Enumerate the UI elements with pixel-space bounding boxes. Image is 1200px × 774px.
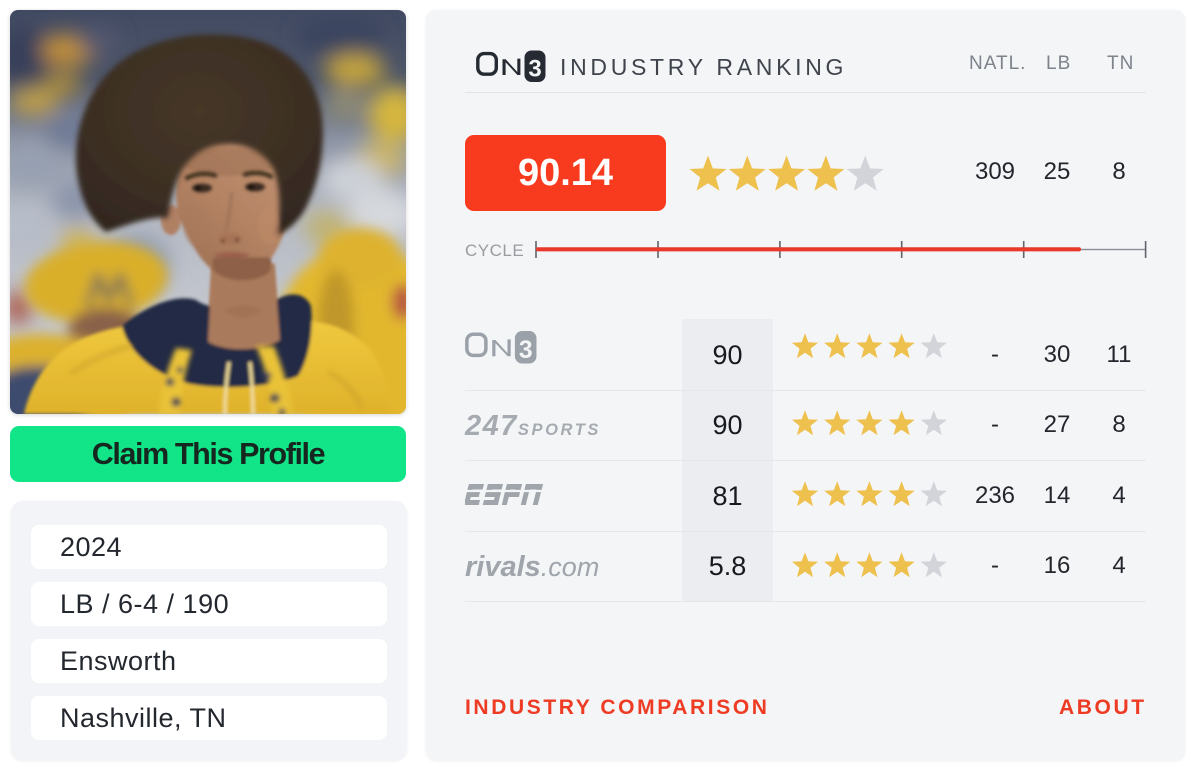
svg-text:3: 3 bbox=[528, 56, 541, 83]
svg-text:3: 3 bbox=[519, 337, 533, 364]
